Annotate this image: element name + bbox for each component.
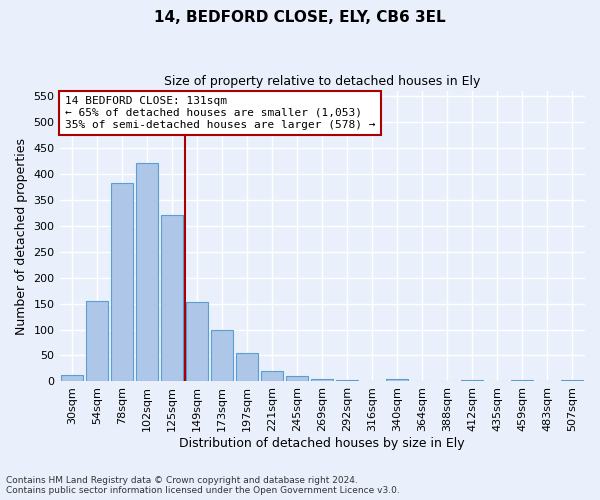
Bar — [186, 302, 208, 382]
Text: Contains HM Land Registry data © Crown copyright and database right 2024.
Contai: Contains HM Land Registry data © Crown c… — [6, 476, 400, 495]
Bar — [412, 381, 433, 382]
Bar — [511, 380, 533, 382]
Bar — [286, 376, 308, 382]
Bar — [311, 380, 333, 382]
Bar — [361, 381, 383, 382]
Bar — [111, 182, 133, 382]
Bar — [562, 380, 583, 382]
Bar — [386, 379, 409, 382]
Y-axis label: Number of detached properties: Number of detached properties — [15, 138, 28, 334]
Bar — [336, 380, 358, 382]
Text: 14, BEDFORD CLOSE, ELY, CB6 3EL: 14, BEDFORD CLOSE, ELY, CB6 3EL — [154, 10, 446, 25]
Bar — [211, 330, 233, 382]
Bar — [86, 301, 108, 382]
Bar — [261, 371, 283, 382]
Bar — [61, 374, 83, 382]
Bar — [461, 380, 484, 382]
Text: 14 BEDFORD CLOSE: 131sqm
← 65% of detached houses are smaller (1,053)
35% of sem: 14 BEDFORD CLOSE: 131sqm ← 65% of detach… — [65, 96, 375, 130]
Bar — [161, 215, 183, 382]
Title: Size of property relative to detached houses in Ely: Size of property relative to detached ho… — [164, 75, 481, 88]
Bar — [136, 164, 158, 382]
Bar — [236, 353, 258, 382]
X-axis label: Distribution of detached houses by size in Ely: Distribution of detached houses by size … — [179, 437, 465, 450]
